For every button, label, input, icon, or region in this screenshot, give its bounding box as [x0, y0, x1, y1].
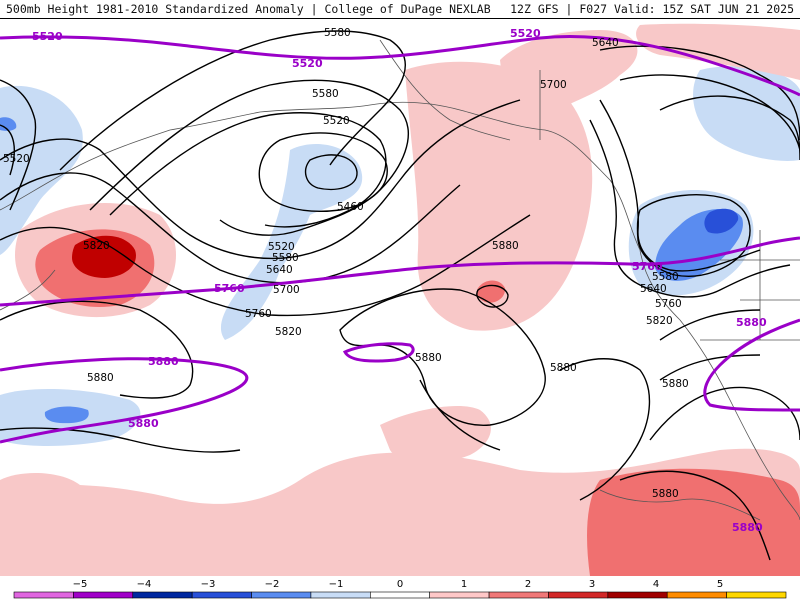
svg-text:5520: 5520: [510, 27, 541, 40]
colorbar-swatch: [666, 591, 727, 599]
colorbar-tick-label: 0: [397, 579, 403, 590]
svg-text:5520: 5520: [3, 153, 30, 165]
svg-text:5700: 5700: [273, 284, 300, 296]
map-title: 500mb Height 1981-2010 Standardized Anom…: [6, 2, 491, 16]
svg-text:5520: 5520: [32, 30, 63, 43]
climatology-contours: [0, 35, 800, 444]
anomaly-map: 5580 5580 5520 5520 5460 5520 5580 5640 …: [0, 18, 800, 576]
svg-text:5460: 5460: [337, 201, 364, 213]
svg-text:5880: 5880: [550, 362, 577, 374]
svg-text:5760: 5760: [632, 260, 663, 273]
colorbar-tick-label: 3: [589, 579, 595, 590]
svg-text:5880: 5880: [732, 521, 763, 534]
colorbar-tick-label: −2: [265, 579, 280, 590]
svg-text:5820: 5820: [83, 240, 110, 252]
svg-text:5880: 5880: [148, 355, 179, 368]
svg-text:5700: 5700: [540, 79, 567, 91]
colorbar-swatch: [370, 591, 430, 599]
svg-text:5520: 5520: [323, 115, 350, 127]
negative-anomaly-fill-strong: [704, 208, 739, 234]
colorbar-tick-label: 4: [653, 579, 659, 590]
colorbar-swatches: [13, 591, 787, 599]
svg-text:5640: 5640: [640, 283, 667, 295]
svg-text:5880: 5880: [87, 372, 114, 384]
svg-text:5880: 5880: [492, 240, 519, 252]
colorbar-tick-label: −1: [329, 579, 344, 590]
colorbar-swatch: [13, 591, 74, 599]
svg-text:5880: 5880: [662, 378, 689, 390]
coastlines: [0, 39, 800, 521]
svg-text:5760: 5760: [655, 298, 682, 310]
height-contours: [0, 30, 800, 561]
colorbar-tick-label: 1: [461, 579, 467, 590]
svg-text:5880: 5880: [652, 488, 679, 500]
colorbar-swatch: [607, 591, 668, 599]
colorbar-tick-label: 5: [717, 579, 723, 590]
svg-text:5640: 5640: [266, 264, 293, 276]
svg-text:5640: 5640: [592, 37, 619, 49]
svg-text:5520: 5520: [268, 241, 295, 253]
svg-text:5880: 5880: [128, 417, 159, 430]
svg-text:5580: 5580: [312, 88, 339, 100]
colorbar-swatch: [251, 591, 312, 599]
svg-text:5760: 5760: [214, 282, 245, 295]
colorbar-swatch: [429, 591, 490, 599]
svg-text:5520: 5520: [292, 57, 323, 70]
height-contour-labels: 5580 5580 5520 5520 5460 5520 5580 5640 …: [3, 27, 689, 500]
colorbar-ticks: −5 −4 −3 −2 −1 0 1 2 3 4 5: [73, 579, 724, 590]
colorbar-tick-label: 2: [525, 579, 531, 590]
svg-text:5580: 5580: [652, 271, 679, 283]
colorbar-swatch: [726, 591, 787, 599]
svg-text:5820: 5820: [646, 315, 673, 327]
colorbar-swatch: [191, 591, 252, 599]
colorbar-tick-label: −3: [201, 579, 216, 590]
svg-text:5580: 5580: [324, 27, 351, 39]
svg-text:5760: 5760: [245, 308, 272, 320]
svg-text:5880: 5880: [415, 352, 442, 364]
run-info: 12Z GFS | F027 Valid: 15Z SAT JUN 21 202…: [510, 2, 794, 16]
anomaly-colorbar: −5 −4 −3 −2 −1 0 1 2 3 4 5: [0, 576, 800, 600]
colorbar-swatch: [548, 591, 609, 599]
svg-text:5580: 5580: [272, 252, 299, 264]
positive-anomaly-fill-strong: [72, 235, 136, 278]
svg-text:5820: 5820: [275, 326, 302, 338]
colorbar-swatch: [310, 591, 371, 599]
colorbar-swatch: [132, 591, 193, 599]
colorbar-swatch: [488, 591, 549, 599]
svg-text:5880: 5880: [736, 316, 767, 329]
colorbar-swatch: [73, 591, 134, 599]
colorbar-tick-label: −5: [73, 579, 88, 590]
map-header: 500mb Height 1981-2010 Standardized Anom…: [0, 0, 800, 19]
colorbar-tick-label: −4: [137, 579, 152, 590]
climatology-contour-labels: 5520 5520 5520 5760 5760 5880 5880 5880 …: [32, 27, 767, 534]
